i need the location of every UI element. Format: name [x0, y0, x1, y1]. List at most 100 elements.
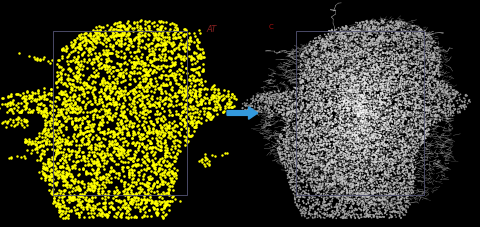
Point: [415, 81, 423, 84]
Point: [325, 111, 333, 115]
Point: [292, 125, 300, 129]
Point: [374, 52, 382, 55]
Point: [300, 162, 308, 165]
Point: [122, 192, 130, 196]
Point: [411, 67, 419, 71]
Point: [409, 143, 417, 147]
Point: [371, 202, 379, 205]
Point: [308, 160, 316, 163]
Point: [383, 109, 390, 112]
Point: [372, 132, 379, 136]
Point: [103, 159, 111, 163]
Point: [307, 85, 314, 89]
Point: [392, 65, 400, 69]
Point: [325, 182, 333, 186]
Point: [296, 195, 304, 198]
Point: [363, 78, 371, 82]
Point: [396, 58, 403, 62]
Point: [329, 122, 336, 126]
Point: [341, 89, 349, 93]
Point: [374, 79, 382, 83]
Point: [360, 140, 367, 144]
Point: [430, 66, 437, 70]
Point: [388, 136, 396, 140]
Point: [339, 57, 347, 60]
Point: [166, 30, 173, 34]
Point: [433, 83, 441, 86]
Point: [305, 44, 313, 48]
Point: [130, 61, 137, 65]
Point: [323, 92, 330, 96]
Point: [322, 155, 330, 158]
Point: [360, 26, 367, 30]
Point: [328, 166, 336, 169]
Point: [341, 94, 349, 98]
Point: [359, 130, 366, 134]
Point: [252, 95, 260, 99]
Point: [80, 60, 87, 63]
Point: [119, 90, 127, 94]
Point: [377, 152, 385, 155]
Point: [156, 104, 163, 108]
Point: [299, 145, 306, 148]
Point: [41, 107, 49, 110]
Point: [396, 166, 403, 170]
Point: [371, 167, 378, 171]
Point: [148, 42, 156, 46]
Point: [438, 111, 445, 115]
Point: [455, 91, 462, 95]
Point: [403, 201, 411, 204]
Point: [134, 45, 142, 48]
Point: [330, 72, 338, 75]
Point: [366, 25, 374, 29]
Point: [75, 47, 83, 50]
Point: [34, 58, 41, 61]
Point: [302, 132, 310, 136]
Point: [296, 128, 304, 131]
Point: [74, 55, 82, 59]
Point: [393, 152, 401, 155]
Point: [84, 78, 92, 81]
Point: [97, 87, 105, 91]
Point: [51, 168, 59, 171]
Point: [352, 191, 360, 195]
Point: [113, 146, 120, 150]
Point: [412, 106, 420, 110]
Point: [312, 105, 320, 108]
Point: [419, 141, 426, 145]
Point: [83, 196, 90, 199]
Point: [96, 63, 103, 67]
Point: [321, 46, 329, 49]
Point: [368, 47, 376, 51]
Point: [219, 110, 227, 114]
Point: [282, 140, 290, 144]
Point: [388, 193, 396, 197]
Point: [176, 36, 184, 39]
Point: [360, 85, 368, 88]
Point: [187, 68, 195, 72]
Point: [257, 99, 265, 102]
Point: [424, 85, 432, 89]
Point: [344, 40, 352, 44]
Point: [200, 69, 207, 73]
Point: [81, 104, 89, 108]
Point: [397, 126, 405, 129]
Point: [55, 170, 62, 174]
Point: [134, 147, 142, 151]
Point: [310, 204, 317, 207]
Point: [416, 107, 424, 111]
Point: [58, 212, 65, 216]
Point: [433, 99, 441, 102]
Point: [120, 183, 128, 186]
Point: [350, 158, 358, 162]
Point: [274, 93, 282, 96]
Point: [71, 43, 78, 46]
Point: [303, 143, 311, 147]
Point: [48, 135, 56, 138]
Point: [282, 147, 290, 151]
Point: [432, 110, 440, 114]
Point: [114, 39, 122, 43]
Point: [414, 107, 422, 111]
Point: [342, 163, 349, 166]
Point: [338, 110, 346, 114]
